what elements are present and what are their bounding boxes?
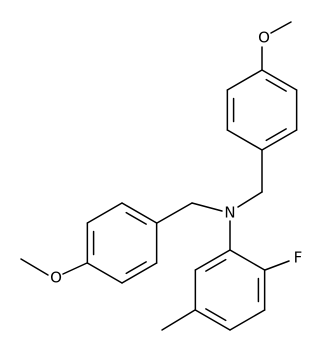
bond: [265, 128, 287, 142]
bond: [62, 262, 88, 275]
atom-label: O: [258, 29, 270, 47]
bond: [264, 260, 290, 271]
bond: [125, 211, 147, 225]
bond: [226, 129, 263, 151]
atom-label: N: [224, 204, 235, 222]
bond: [125, 261, 147, 275]
bond: [121, 202, 158, 224]
bond: [270, 21, 292, 34]
bond: [205, 308, 227, 322]
bond: [194, 309, 231, 331]
bond: [261, 69, 298, 91]
bonds: [20, 21, 298, 331]
bond: [86, 262, 123, 284]
bond: [229, 309, 266, 331]
bond: [86, 202, 123, 224]
bond: [237, 191, 263, 208]
bond: [265, 78, 287, 92]
bond: [191, 202, 223, 212]
atom-label: F: [294, 249, 303, 267]
atom-label: O: [50, 269, 62, 287]
bond: [261, 129, 298, 151]
bond: [205, 258, 227, 272]
bond: [20, 258, 49, 276]
bond: [156, 202, 193, 224]
bond: [161, 309, 196, 331]
bond: [194, 249, 231, 271]
bond: [226, 69, 263, 91]
bond: [229, 249, 266, 271]
bond: [121, 262, 158, 284]
